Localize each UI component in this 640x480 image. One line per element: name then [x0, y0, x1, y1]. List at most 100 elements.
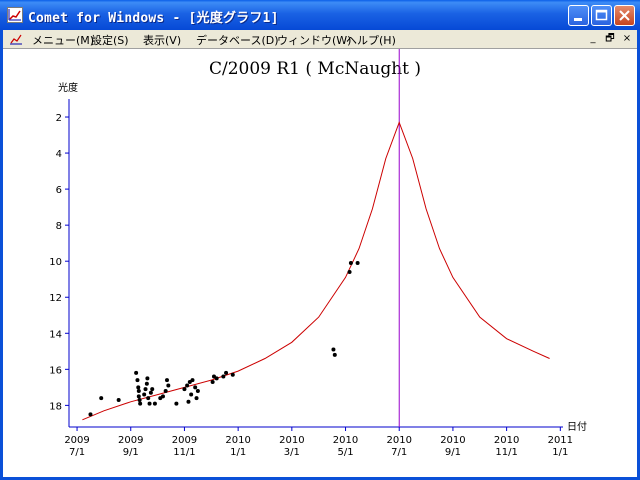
observation-point — [146, 396, 151, 401]
chart-client-area: C/2009 R1 ( McNaught ) 光度 日付 2 4 6 8 10 12 14 1… — [3, 48, 637, 477]
y-tick-label: 16 — [49, 365, 62, 376]
observation-point — [355, 261, 360, 265]
mdi-close-icon[interactable]: × — [622, 33, 632, 44]
x-tick-year: 2009 — [118, 435, 143, 446]
x-tick-year: 2009 — [64, 435, 89, 446]
menu-database[interactable]: データベース(D) — [196, 34, 279, 47]
observation-point — [186, 399, 191, 404]
mdi-minimize-icon[interactable]: _ — [590, 33, 596, 44]
x-tick-year: 2011 — [548, 435, 573, 446]
chart-axes — [68, 99, 563, 428]
observation-point — [185, 383, 190, 388]
menu-help[interactable]: ヘルプ(H) — [346, 34, 396, 47]
x-tick-year: 2010 — [279, 435, 304, 446]
x-tick-year: 2010 — [225, 435, 250, 446]
observation-point — [347, 270, 352, 275]
observation-point — [331, 347, 336, 352]
observation-point — [99, 396, 104, 401]
x-tick-date: 9/1 — [123, 447, 139, 458]
x-tick-date: 1/1 — [552, 447, 568, 458]
observation-point — [348, 261, 353, 265]
x-tick-year: 2010 — [494, 435, 519, 446]
y-tick-label: 4 — [56, 149, 62, 160]
observation-point — [152, 401, 157, 406]
observation-point — [195, 388, 200, 393]
observation-points — [88, 261, 360, 417]
observation-point — [210, 379, 215, 384]
observation-point — [144, 381, 149, 386]
observation-point — [134, 370, 139, 375]
close-glyph — [619, 10, 630, 21]
observation-point — [214, 376, 219, 381]
light-curve-chart: C/2009 R1 ( McNaught ) 光度 日付 2 4 6 8 10 12 14 1… — [49, 49, 587, 458]
y-tick-label: 6 — [56, 185, 62, 196]
maximize-glyph — [595, 9, 608, 21]
y-axis-label: 光度 — [58, 81, 78, 94]
observation-point — [136, 385, 141, 390]
observation-point — [164, 378, 169, 383]
chart-title: C/2009 R1 ( McNaught ) — [209, 59, 421, 79]
x-axis-label: 日付 — [567, 420, 587, 433]
minimize-glyph — [574, 18, 582, 21]
window-title: Comet for Windows - [光度グラフ1] — [28, 11, 279, 26]
y-tick-label: 10 — [49, 257, 62, 268]
observation-point — [148, 390, 153, 395]
x-tick-date: 5/1 — [337, 447, 353, 458]
minimize-icon[interactable] — [568, 5, 589, 26]
x-tick-date: 3/1 — [284, 447, 300, 458]
observation-point — [163, 388, 168, 393]
mdi-restore-icon[interactable]: 🗗 — [605, 33, 615, 44]
graph-window-icon[interactable] — [7, 7, 23, 23]
observation-point — [136, 394, 141, 399]
observation-point — [88, 412, 93, 417]
x-tick-year: 2010 — [333, 435, 358, 446]
observation-point — [224, 370, 229, 375]
x-tick-date: 11/1 — [173, 447, 195, 458]
x-tick-date: 7/1 — [391, 447, 407, 458]
observation-point — [135, 378, 140, 383]
x-tick-date: 9/1 — [445, 447, 461, 458]
y-tick-label: 2 — [56, 113, 62, 124]
y-tick-label: 12 — [49, 293, 62, 304]
observation-point — [160, 394, 165, 399]
y-tick-label: 14 — [49, 329, 62, 340]
observation-point — [116, 397, 121, 402]
observation-point — [221, 374, 226, 379]
x-tick-year: 2009 — [172, 435, 197, 446]
x-tick-date: 11/1 — [495, 447, 517, 458]
y-tick-label: 18 — [49, 401, 62, 412]
y-tick-label: 8 — [56, 221, 62, 232]
menu-bar: メニュー(M) 設定(S) 表示(V) データベース(D) ウィンドウ(W) ヘ… — [3, 30, 637, 48]
observation-point — [145, 376, 150, 381]
observation-point — [136, 388, 141, 393]
observation-point — [147, 401, 152, 406]
menu-view[interactable]: 表示(V) — [143, 34, 182, 47]
x-tick-year: 2010 — [440, 435, 465, 446]
close-icon[interactable] — [614, 5, 635, 26]
observation-point — [182, 387, 187, 392]
observation-point — [190, 378, 195, 383]
title-bar[interactable]: Comet for Windows - [光度グラフ1] — [0, 0, 640, 30]
observation-point — [194, 396, 199, 401]
maximize-icon[interactable] — [591, 5, 612, 26]
mdi-document-icon[interactable] — [9, 32, 23, 46]
mdi-document-glyph — [10, 34, 22, 45]
observation-point — [189, 392, 194, 397]
predicted-magnitude-curve — [82, 120, 550, 421]
menu-settings[interactable]: 設定(S) — [91, 34, 129, 47]
observation-point — [137, 397, 142, 402]
observation-point — [142, 392, 147, 397]
menu-menu[interactable]: メニュー(M) — [32, 34, 95, 47]
observation-point — [143, 387, 148, 392]
observation-point — [166, 383, 171, 388]
observation-point — [193, 385, 198, 390]
observation-point — [150, 387, 155, 392]
observation-point — [332, 352, 337, 357]
observation-point — [174, 401, 179, 406]
observation-point — [230, 372, 235, 377]
menu-window[interactable]: ウィンドウ(W) — [277, 34, 352, 47]
x-tick-date: 1/1 — [230, 447, 246, 458]
x-ticks: 20097/120099/1200911/120101/120103/12010… — [64, 427, 573, 458]
x-tick-date: 7/1 — [69, 447, 85, 458]
